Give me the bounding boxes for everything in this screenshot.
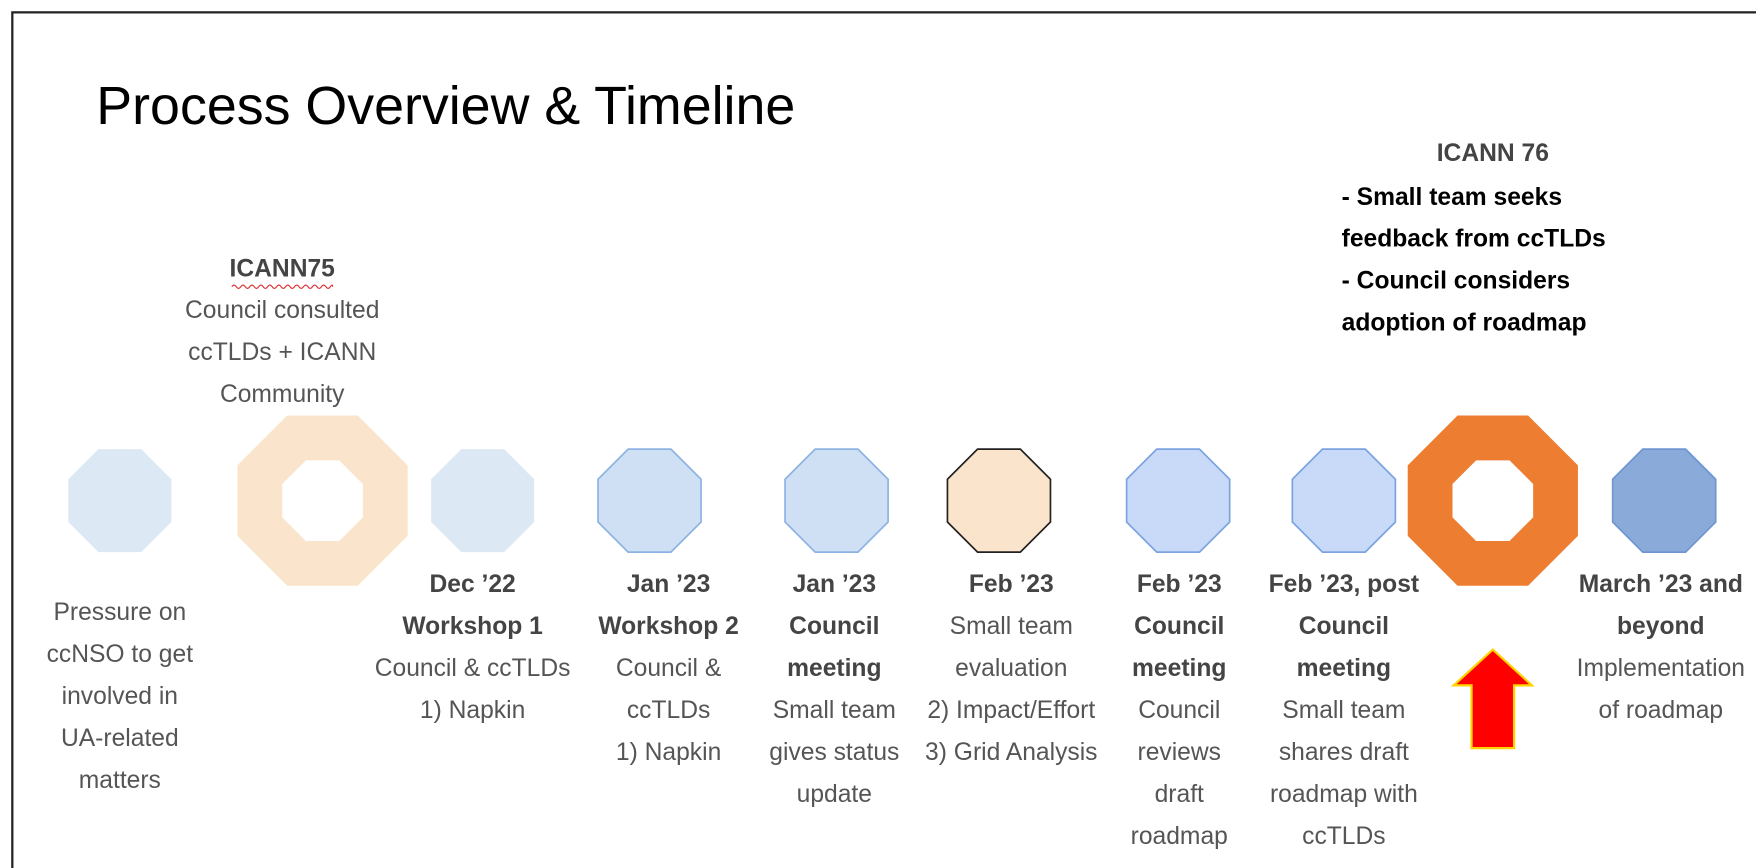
step-heading: Council xyxy=(789,613,879,640)
step-text: reviews xyxy=(1138,739,1221,766)
step-text: Implementation xyxy=(1577,655,1745,682)
milestone-text: feedback from ccTLDs xyxy=(1342,226,1606,253)
step-text: roadmap with xyxy=(1270,781,1418,808)
step-text: update xyxy=(797,781,872,808)
milestone-text: ccTLDs + ICANN xyxy=(188,339,376,366)
step-text: 3) Grid Analysis xyxy=(925,739,1097,766)
step-text: Council xyxy=(1138,697,1220,724)
step-heading: Workshop 2 xyxy=(598,613,738,640)
octagon xyxy=(431,449,535,553)
step-heading: March ’23 and xyxy=(1579,571,1743,598)
milestone-text: Community xyxy=(220,381,345,408)
octagon xyxy=(597,448,702,553)
step-text: Council & ccTLDs xyxy=(375,655,571,682)
step-text: evaluation xyxy=(955,655,1067,682)
step-heading: Workshop 1 xyxy=(402,613,543,640)
step-text: Small team xyxy=(773,697,896,724)
octagon-hole xyxy=(282,460,363,541)
step-text: draft xyxy=(1155,781,1204,808)
step-heading: Feb ’23, post xyxy=(1269,571,1420,598)
step-text: gives status xyxy=(769,739,899,766)
step-heading: Council xyxy=(1134,613,1224,640)
step-text: 2) Impact/Effort xyxy=(927,697,1095,724)
step-text: shares draft xyxy=(1279,739,1409,766)
step-text: UA-related xyxy=(61,725,179,752)
spell-underline xyxy=(231,284,334,289)
step-heading: meeting xyxy=(787,655,881,682)
octagon xyxy=(1611,448,1717,553)
octagon xyxy=(784,448,889,553)
step-heading: Jan ’23 xyxy=(793,571,877,598)
step-text: 1) Napkin xyxy=(420,697,525,724)
arrow xyxy=(1450,648,1535,750)
step-text: Pressure on xyxy=(53,599,186,626)
octagon xyxy=(68,449,172,553)
milestone-text: - Council considers xyxy=(1342,268,1571,295)
octagon xyxy=(946,448,1052,553)
step-text: Small team xyxy=(1282,697,1405,724)
octagon-hole xyxy=(1452,460,1534,541)
milestone-label: ICANN75 xyxy=(230,255,336,282)
octagon xyxy=(1125,448,1231,553)
step-text: ccTLDs xyxy=(627,697,710,724)
milestone-text: Council consulted xyxy=(185,297,379,324)
step-text: Small team xyxy=(950,613,1073,640)
slide-title: Process Overview & Timeline xyxy=(96,76,795,136)
step-text: 1) Napkin xyxy=(616,739,721,766)
step-text: ccNSO to get xyxy=(47,641,194,668)
step-heading: beyond xyxy=(1617,613,1705,640)
milestone-label: ICANN 76 xyxy=(1437,140,1549,167)
step-heading: meeting xyxy=(1297,655,1391,682)
step-heading: Jan ’23 xyxy=(627,571,711,598)
step-text: Council & xyxy=(616,655,722,682)
step-text: ccTLDs xyxy=(1302,823,1385,850)
milestone-text: - Small team seeks xyxy=(1342,184,1562,211)
step-text: of roadmap xyxy=(1599,697,1724,724)
step-heading: Feb ’23 xyxy=(1137,571,1222,598)
step-text: roadmap xyxy=(1131,823,1228,850)
step-heading: Council xyxy=(1299,613,1389,640)
octagon xyxy=(1291,448,1397,553)
step-heading: Feb ’23 xyxy=(969,571,1054,598)
step-text: matters xyxy=(79,767,161,794)
step-heading: meeting xyxy=(1132,655,1226,682)
step-text: involved in xyxy=(62,683,178,710)
step-heading: Dec ’22 xyxy=(429,571,515,598)
milestone-text: adoption of roadmap xyxy=(1342,310,1587,337)
